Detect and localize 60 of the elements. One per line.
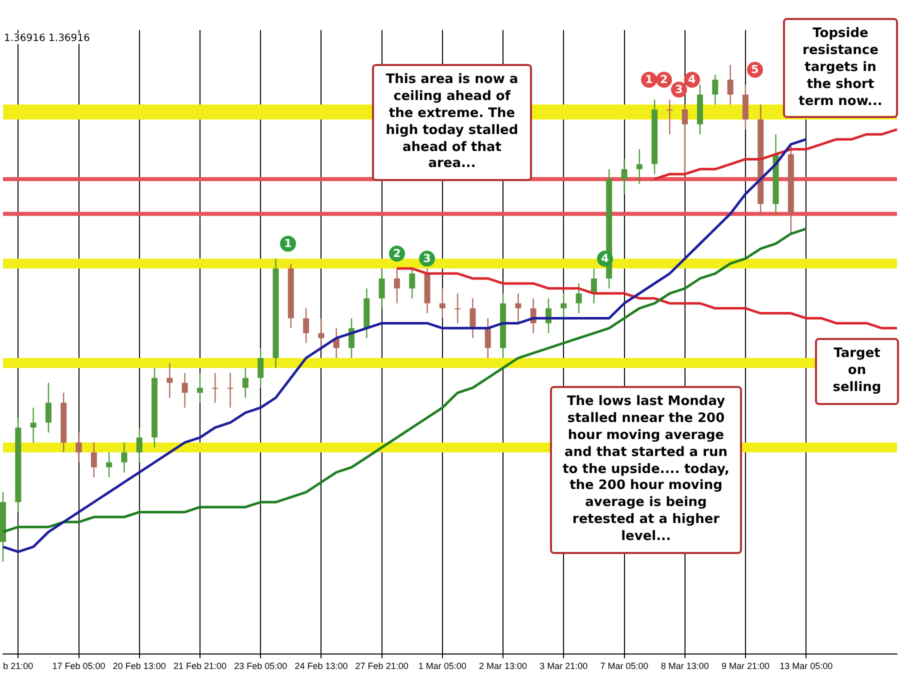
candlestick (439, 288, 446, 319)
annotation: 5 (751, 63, 759, 76)
x-tick-label: 20 Feb 13:00 (112, 661, 166, 672)
candlestick (106, 452, 112, 478)
x-tick-label: 24 Feb 13:00 (294, 661, 348, 672)
candlestick (515, 292, 522, 324)
candlestick (30, 407, 36, 444)
candlestick (682, 104, 688, 175)
candlestick (196, 372, 203, 404)
candlestick (394, 268, 400, 304)
x-tick-label: 21 Feb 21:00 (173, 661, 227, 672)
x-tick-label: 8 Mar 13:00 (660, 661, 709, 672)
annotation: 4 (601, 252, 610, 265)
x-tick-label: 23 Feb 05:00 (234, 661, 288, 672)
candlestick (576, 282, 582, 314)
candlestick (212, 372, 218, 404)
candlestick (409, 268, 416, 299)
x-tick-label: 3 Mar 21:00 (540, 661, 588, 672)
annotation: 4 (688, 73, 696, 86)
candlestick (470, 298, 476, 339)
candlestick (303, 308, 310, 344)
x-tick-label: 7 Mar 05:00 (600, 661, 648, 672)
candlestick (166, 362, 173, 398)
candlestick (242, 367, 248, 398)
annotation: 2 (393, 247, 401, 260)
x-tick-label: b 21:00 (3, 661, 34, 672)
annotation: 3 (423, 252, 431, 265)
x-tick-label: 13 Mar 05:00 (780, 661, 833, 672)
annotation: This area is now a ceiling ahead of the extreme. The high today stalled ahead of that area... (372, 64, 532, 182)
candlestick (484, 318, 491, 359)
annotation: Topside resistance targets in the short term now... (783, 18, 898, 118)
candlestick (560, 292, 567, 319)
x-tick-label: 9 Mar 21:00 (721, 661, 770, 672)
candlestick (454, 292, 461, 324)
candlestick (76, 432, 82, 463)
candlestick (227, 372, 234, 408)
x-tick-label: 1 Mar 05:00 (418, 661, 466, 672)
candlestick (136, 426, 142, 463)
candlestick (121, 442, 128, 473)
candlestick (318, 318, 324, 349)
annotation: 1 (645, 73, 653, 86)
candlestick (712, 74, 718, 106)
candlestick (182, 372, 188, 408)
x-tick-label: 27 Feb 21:00 (355, 661, 408, 672)
candlestick (666, 98, 673, 135)
text: The lows last Monday stalled nnear the 200 hour moving average and that started a run to the upside.... today, the 200 hour moving average is being retested at a higher level... (562, 394, 730, 544)
text: 1.36916 1.36916 (2, 33, 92, 44)
candlestick (727, 64, 734, 106)
x-tick-label: 2 Mar 13:00 (479, 661, 528, 672)
candlestick (90, 442, 97, 478)
annotation: Target on selling (815, 338, 899, 405)
candlestick (636, 148, 642, 185)
annotation: 2 (660, 73, 668, 86)
annotation: 3 (675, 82, 683, 96)
candlestick (378, 268, 385, 309)
candlestick (45, 382, 52, 434)
candlestick (621, 158, 628, 195)
annotation: 1 (284, 237, 292, 250)
candlestick (258, 347, 264, 388)
x-tick-label: 17 Feb 05:00 (52, 661, 106, 672)
